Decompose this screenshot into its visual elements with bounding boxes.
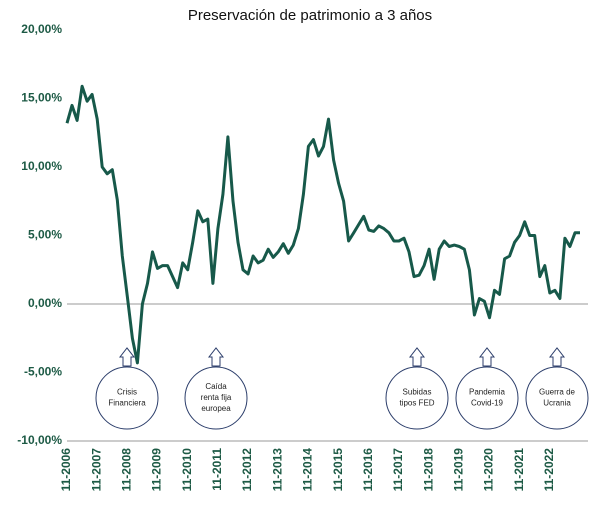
line-series (65, 84, 580, 365)
x-tick-label: 11-2022 (542, 448, 556, 492)
x-tick-label: 11-2017 (391, 448, 405, 492)
x-tick-label: 11-2015 (331, 448, 345, 492)
x-tick-label: 11-2006 (59, 448, 73, 492)
x-tick-label: 11-2010 (180, 448, 194, 492)
annotation-text: Ucrania (543, 399, 571, 408)
annotation-circle (385, 366, 449, 430)
annotation-arrow (548, 347, 566, 367)
annotation-text: Covid-19 (471, 399, 504, 408)
annotation-circle (95, 366, 159, 430)
annotation-circle (525, 366, 589, 430)
annotation-arrow (478, 347, 496, 367)
annotation-text: Financiera (108, 399, 146, 408)
annotation-text: Guerra de (539, 388, 576, 397)
annotation-text: europea (201, 404, 231, 413)
x-tick-label: 11-2014 (301, 448, 315, 492)
annotation-text: tipos FED (399, 399, 434, 408)
y-tick-label: 5,00% (28, 228, 62, 242)
annotation-circle (184, 366, 248, 430)
annotation-text: Pandemia (469, 388, 506, 397)
x-tick-label: 11-2012 (240, 448, 254, 492)
x-tick-label: 11-2019 (451, 448, 465, 492)
y-tick-label: 15,00% (21, 91, 62, 105)
x-tick-label: 11-2008 (120, 448, 134, 492)
annotation-arrow (207, 347, 225, 367)
x-tick-label: 11-2013 (270, 448, 284, 492)
y-tick-label: -10,00% (17, 433, 62, 447)
y-tick-label: -5,00% (24, 365, 62, 379)
x-tick-label: 11-2011 (210, 448, 224, 491)
annotation-text: Crisis (117, 388, 137, 397)
annotation-text: renta fija (201, 393, 232, 402)
annotation-arrow (408, 347, 426, 367)
x-tick-label: 11-2020 (482, 448, 496, 492)
x-tick-label: 11-2016 (361, 448, 375, 492)
y-tick-label: 20,00% (21, 22, 62, 36)
x-tick-label: 11-2009 (150, 448, 164, 492)
x-tick-label: 11-2021 (512, 448, 526, 492)
annotation-text: Caída (205, 382, 227, 391)
annotation-arrow (118, 347, 136, 367)
x-tick-label: 11-2018 (421, 448, 435, 492)
y-tick-label: 10,00% (21, 159, 62, 173)
annotation-text: Subidas (403, 388, 432, 397)
annotation-circle (455, 366, 519, 430)
x-tick-label: 11-2007 (89, 448, 103, 492)
y-tick-label: 0,00% (28, 296, 62, 310)
chart-title: Preservación de patrimonio a 3 años (188, 7, 432, 24)
